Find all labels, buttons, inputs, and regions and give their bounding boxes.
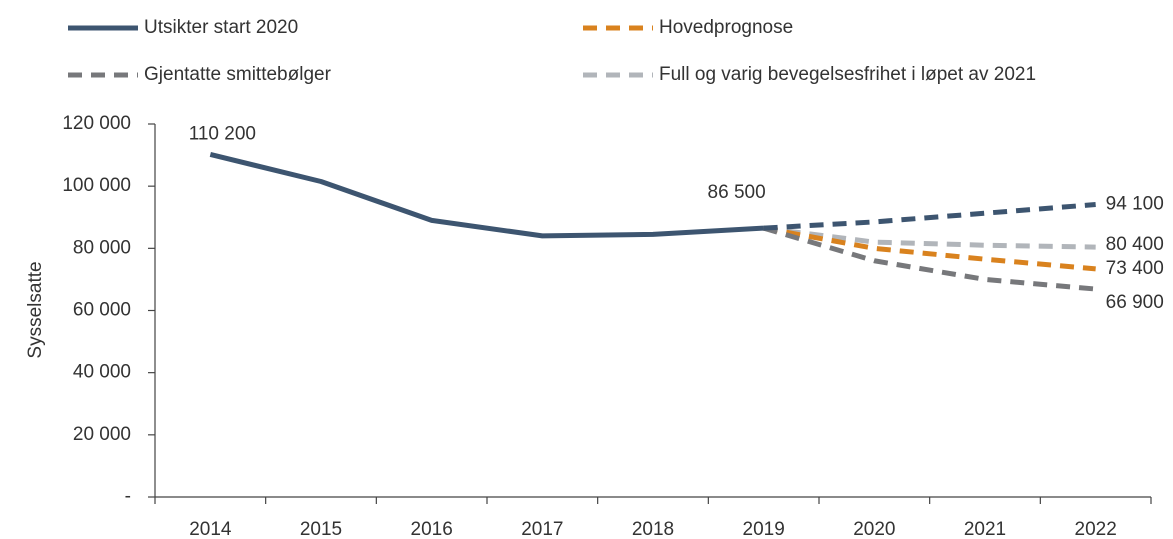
x-tick-label: 2017: [521, 519, 563, 539]
y-tick-label: 60 000: [73, 300, 131, 321]
x-tick-label: 2022: [1075, 519, 1117, 539]
legend-label: Utsikter start 2020: [144, 17, 298, 38]
line-series-forecast: [763, 202, 1096, 231]
x-tick-label: 2020: [853, 519, 895, 539]
y-tick-label: 100 000: [62, 175, 131, 196]
data-label: 86 500: [708, 182, 766, 203]
y-axis-label: Sysselsatte: [25, 261, 46, 358]
y-tick-label: -: [125, 486, 131, 507]
legend-label: Full og varig bevegelsesfrihet i løpet a…: [659, 64, 1036, 85]
y-tick-label: 40 000: [73, 362, 131, 383]
x-tick-label: 2021: [964, 519, 1006, 539]
line-series: [763, 225, 1096, 272]
y-tick-label: 20 000: [73, 424, 131, 445]
data-label: 66 900: [1106, 292, 1164, 313]
data-label: 73 400: [1106, 258, 1164, 279]
y-tick-label: 80 000: [73, 237, 131, 258]
data-label: 80 400: [1106, 234, 1164, 255]
line-series: [762, 225, 1096, 292]
y-tick-label: 120 000: [62, 113, 131, 134]
line-series: [763, 225, 1096, 250]
x-tick-label: 2015: [300, 519, 342, 539]
x-tick-label: 2018: [632, 519, 674, 539]
legend-label: Gjentatte smittebølger: [144, 64, 332, 85]
x-tick-label: 2014: [189, 519, 232, 539]
data-label: 94 100: [1106, 194, 1164, 215]
data-label: 110 200: [189, 123, 256, 144]
x-tick-label: 2016: [411, 519, 453, 539]
x-tick-label: 2019: [743, 519, 785, 539]
legend-label: Hovedprognose: [659, 17, 793, 38]
line-series: [209, 152, 764, 239]
